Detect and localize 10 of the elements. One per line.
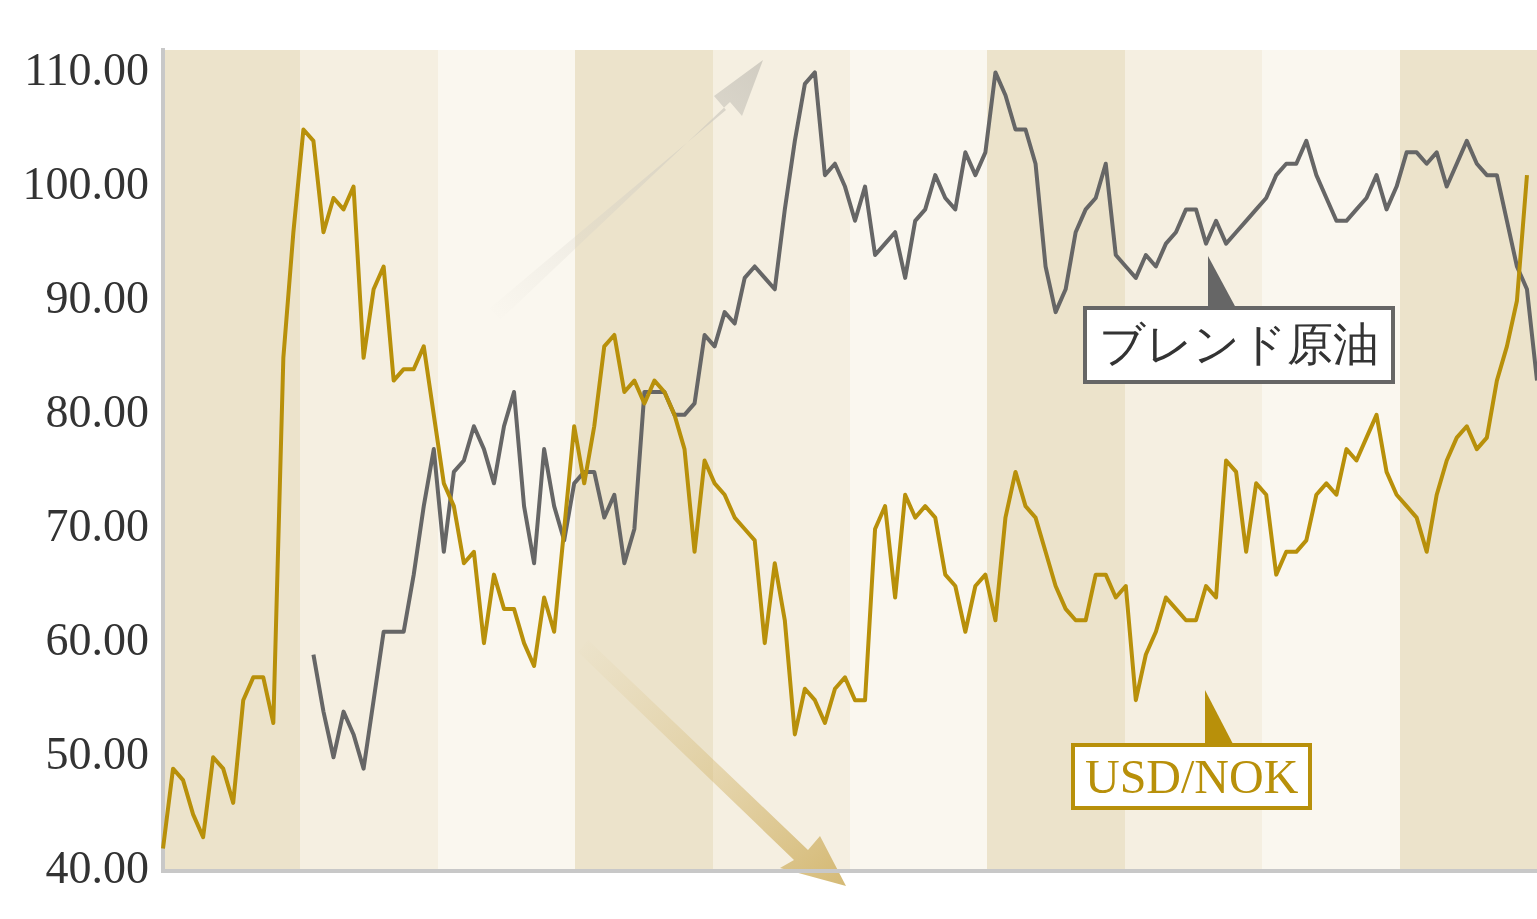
y-tick-label: 70.00 xyxy=(45,500,149,552)
y-tick-label: 110.00 xyxy=(24,43,149,95)
y-tick-label: 40.00 xyxy=(45,842,149,894)
legend-label: USD/NOK xyxy=(1071,743,1313,810)
legend-label: ブレンド原油 xyxy=(1083,306,1395,384)
y-tick-label: 100.00 xyxy=(22,157,149,209)
y-tick-label: 50.00 xyxy=(45,728,149,780)
y-tick-label: 90.00 xyxy=(45,271,149,323)
y-tick-label: 80.00 xyxy=(45,385,149,437)
y-tick-label: 60.00 xyxy=(45,614,149,666)
